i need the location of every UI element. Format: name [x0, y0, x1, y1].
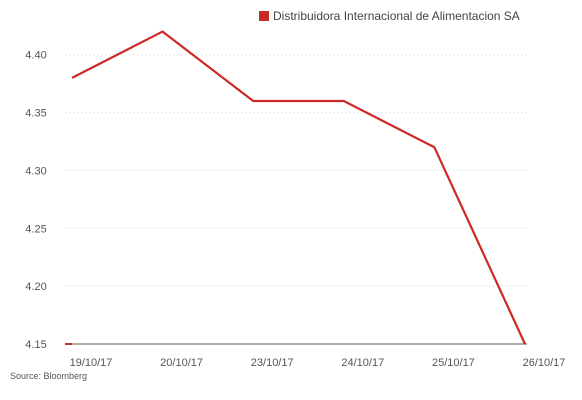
legend-label: Distribuidora Internacional de Alimentac… — [273, 9, 520, 23]
x-axis-ticks: 19/10/17 20/10/17 23/10/17 24/10/17 25/10/17… — [70, 357, 566, 369]
y-tick-label: 4.30 — [25, 165, 46, 177]
x-tick-label: 26/10/17 — [523, 357, 566, 369]
series-lines — [65, 30, 526, 345]
legend: Distribuidora Internacional de Alimentac… — [259, 9, 520, 23]
gridlines — [65, 54, 527, 287]
x-tick-label: 25/10/17 — [432, 357, 475, 369]
x-tick-label: 19/10/17 — [70, 357, 113, 369]
x-tick-label: 20/10/17 — [160, 357, 203, 369]
line-chart: 4.15 4.20 4.25 4.30 4.35 4.40 19/10/17 20/10/1… — [25, 9, 566, 369]
y-tick-label: 4.20 — [25, 281, 46, 293]
y-axis-ticks: 4.15 4.20 4.25 4.30 4.35 4.40 — [25, 50, 46, 351]
y-tick-label: 4.15 — [25, 339, 46, 351]
source-note: Source: Bloomberg — [10, 371, 88, 381]
legend-swatch — [259, 11, 269, 21]
y-tick-label: 4.40 — [25, 50, 46, 62]
x-tick-label: 24/10/17 — [341, 357, 384, 369]
x-tick-label: 23/10/17 — [251, 357, 294, 369]
y-tick-label: 4.35 — [25, 108, 46, 120]
y-tick-label: 4.25 — [25, 223, 46, 235]
series-line — [71, 30, 526, 345]
